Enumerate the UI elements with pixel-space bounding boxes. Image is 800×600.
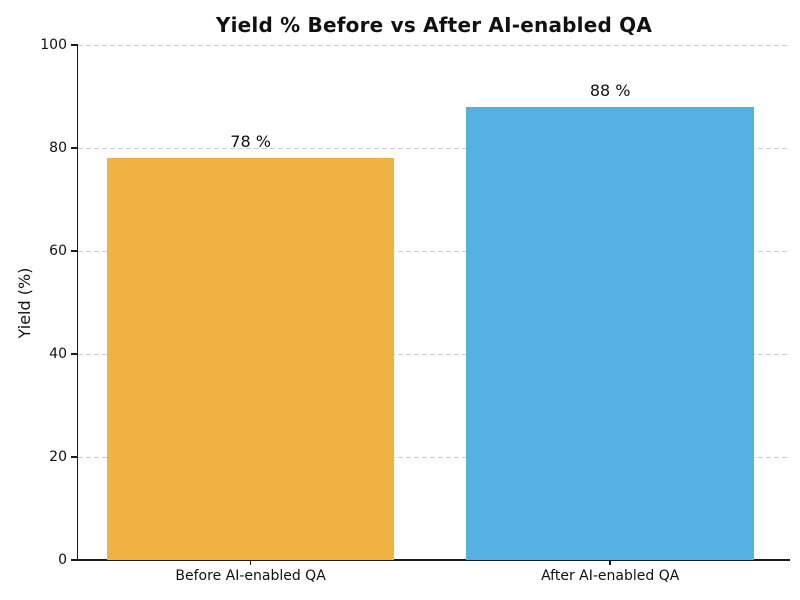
bar-value-label: 88 % bbox=[589, 80, 631, 100]
x-tick bbox=[609, 560, 611, 565]
y-tick bbox=[71, 353, 78, 355]
y-gridline bbox=[78, 354, 790, 355]
bar-value-label: 78 % bbox=[230, 132, 271, 152]
bar-before bbox=[106, 158, 395, 560]
y-axis-spine bbox=[76, 44, 78, 560]
y-tick-label: 60 bbox=[49, 243, 67, 259]
y-gridline bbox=[78, 457, 790, 458]
y-tick bbox=[71, 250, 78, 252]
chart-title: Yield % Before vs After AI-enabled QA bbox=[215, 13, 653, 37]
x-axis-spine bbox=[76, 559, 790, 561]
y-tick bbox=[71, 147, 78, 149]
bar-after bbox=[466, 106, 755, 560]
y-tick-label: 20 bbox=[49, 449, 67, 465]
y-tick bbox=[71, 44, 78, 46]
y-tick-label: 100 bbox=[40, 37, 67, 53]
y-gridline bbox=[78, 148, 790, 149]
y-tick bbox=[71, 456, 78, 458]
x-tick-label: Before AI-enabled QA bbox=[175, 568, 326, 584]
y-tick-label: 0 bbox=[58, 552, 67, 568]
y-gridline bbox=[78, 251, 790, 252]
x-tick-label: After AI-enabled QA bbox=[541, 568, 680, 584]
y-tick-label: 80 bbox=[49, 140, 67, 156]
x-tick bbox=[249, 560, 252, 565]
y-tick-label: 40 bbox=[49, 346, 67, 362]
y-gridline bbox=[78, 45, 790, 46]
y-tick bbox=[71, 559, 78, 561]
